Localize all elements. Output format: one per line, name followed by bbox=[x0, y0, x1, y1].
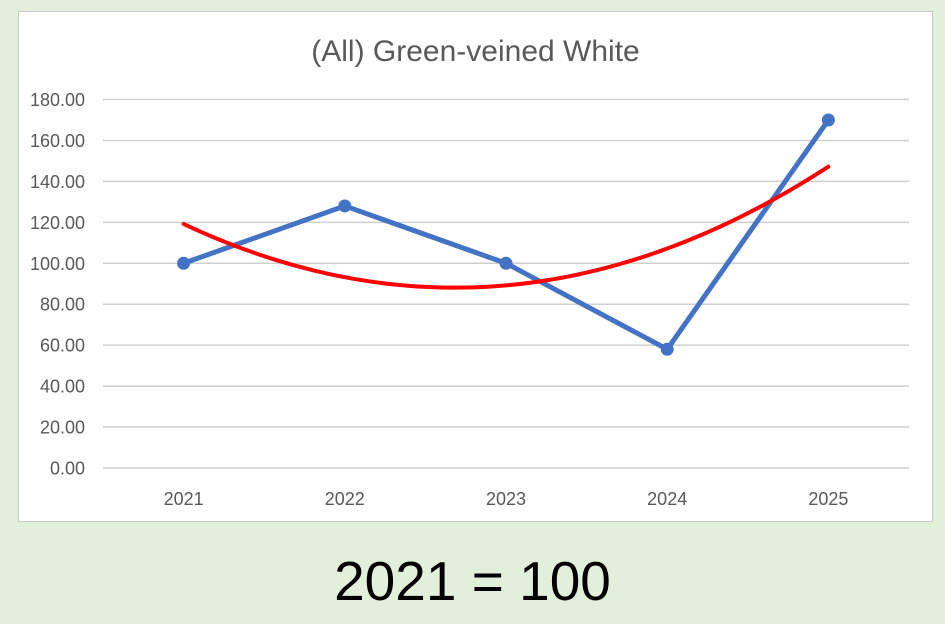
x-tick-label: 2025 bbox=[808, 489, 848, 509]
y-tick-label: 80.00 bbox=[40, 295, 85, 315]
y-tick-label: 0.00 bbox=[50, 459, 85, 479]
y-tick-label: 20.00 bbox=[40, 418, 85, 438]
data-point-marker bbox=[660, 342, 674, 356]
y-tick-label: 140.00 bbox=[30, 172, 85, 192]
chart-title: (All) Green-veined White bbox=[311, 35, 640, 68]
data-point-marker bbox=[177, 256, 191, 270]
data-point-marker bbox=[499, 256, 513, 270]
y-tick-label: 60.00 bbox=[40, 336, 85, 356]
y-tick-label: 180.00 bbox=[30, 90, 85, 110]
trendline bbox=[181, 164, 831, 290]
y-tick-label: 40.00 bbox=[40, 377, 85, 397]
line-chart-plot: 0.00 20.00 40.00 60.00 80.00 100.00 120.00 140.… bbox=[30, 90, 909, 509]
y-tick-label: 120.00 bbox=[30, 213, 85, 233]
y-tick-label: 100.00 bbox=[30, 254, 85, 274]
x-tick-label: 2024 bbox=[647, 489, 687, 509]
y-tick-label: 160.00 bbox=[30, 131, 85, 151]
data-point-marker bbox=[821, 113, 835, 127]
baseline-note: 2021 = 100 bbox=[334, 550, 611, 612]
x-tick-label: 2021 bbox=[164, 489, 204, 509]
data-point-marker bbox=[338, 199, 352, 213]
x-tick-label: 2023 bbox=[486, 489, 526, 509]
x-tick-label: 2022 bbox=[325, 489, 365, 509]
chart-card: (All) Green-veined White 0.00 20.00 40.00 6… bbox=[18, 11, 933, 522]
series-line bbox=[181, 117, 831, 352]
